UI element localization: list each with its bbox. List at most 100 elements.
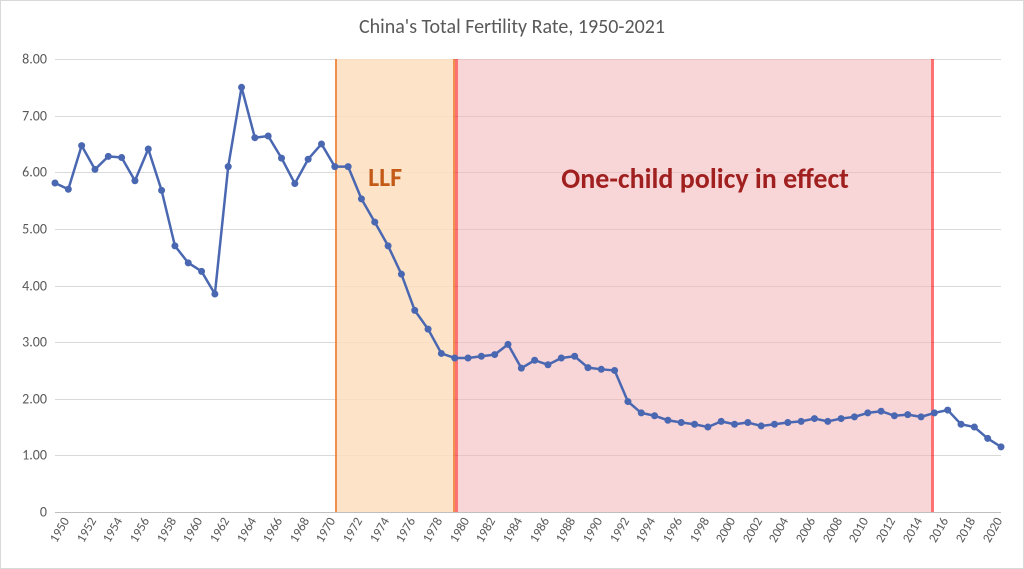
x-axis-tick-label: 1986 <box>521 512 552 545</box>
data-point <box>505 341 512 348</box>
data-point <box>971 424 978 431</box>
data-point <box>691 421 698 428</box>
data-point <box>704 424 711 431</box>
data-point <box>131 177 138 184</box>
y-axis-tick-label: 6.00 <box>22 164 55 181</box>
x-axis-tick-label: 2002 <box>735 512 766 545</box>
data-point <box>425 326 432 333</box>
x-axis-tick-label: 1980 <box>442 512 473 545</box>
y-axis-tick-label: 5.00 <box>22 220 55 237</box>
data-point <box>52 180 59 187</box>
data-point <box>598 366 605 373</box>
data-point <box>784 419 791 426</box>
data-point <box>225 163 232 170</box>
data-point <box>611 367 618 374</box>
data-point <box>651 412 658 419</box>
data-point <box>238 84 245 91</box>
gridline <box>55 512 1001 513</box>
x-axis-tick-label: 1964 <box>228 512 259 545</box>
x-axis-tick-label: 1966 <box>255 512 286 545</box>
data-point <box>571 353 578 360</box>
data-point <box>678 419 685 426</box>
x-axis-tick-label: 1954 <box>95 512 126 545</box>
data-point <box>251 134 258 141</box>
data-point <box>718 418 725 425</box>
data-point <box>584 364 591 371</box>
y-axis-tick-label: 2.00 <box>22 390 55 407</box>
data-point <box>278 155 285 162</box>
data-point <box>478 353 485 360</box>
x-axis-tick-label: 2006 <box>788 512 819 545</box>
data-point <box>838 415 845 422</box>
data-point <box>438 350 445 357</box>
data-point <box>198 268 205 275</box>
y-axis-tick-label: 4.00 <box>22 277 55 294</box>
y-axis-tick-label: 8.00 <box>22 51 55 68</box>
x-axis-tick-label: 1988 <box>548 512 579 545</box>
data-point <box>798 418 805 425</box>
data-point <box>878 408 885 415</box>
y-axis-tick-label: 3.00 <box>22 334 55 351</box>
x-axis-tick-label: 2004 <box>761 512 792 545</box>
data-point <box>731 421 738 428</box>
data-point <box>465 354 472 361</box>
x-axis-tick-label: 1996 <box>655 512 686 545</box>
x-axis-tick-label: 2018 <box>948 512 979 545</box>
data-point <box>811 415 818 422</box>
data-point <box>958 421 965 428</box>
data-point <box>744 419 751 426</box>
x-axis-tick-label: 1990 <box>575 512 606 545</box>
x-axis-tick-label: 1998 <box>681 512 712 545</box>
data-point <box>638 409 645 416</box>
data-point <box>411 307 418 314</box>
data-point <box>851 413 858 420</box>
data-point <box>331 163 338 170</box>
x-axis-tick-label: 1972 <box>335 512 366 545</box>
data-point <box>918 413 925 420</box>
data-point <box>105 153 112 160</box>
chart-title: China's Total Fertility Rate, 1950-2021 <box>1 15 1023 39</box>
x-axis-tick-label: 1974 <box>362 512 393 545</box>
data-point <box>358 195 365 202</box>
data-point <box>158 187 165 194</box>
x-axis-tick-label: 1960 <box>175 512 206 545</box>
data-point <box>824 418 831 425</box>
fertility-series <box>55 59 1001 512</box>
x-axis-tick-label: 1976 <box>388 512 419 545</box>
x-axis-tick-label: 2000 <box>708 512 739 545</box>
data-point <box>265 133 272 140</box>
data-point <box>118 154 125 161</box>
x-axis-tick-label: 1968 <box>282 512 313 545</box>
data-point <box>558 354 565 361</box>
x-axis-tick-label: 1952 <box>68 512 99 545</box>
x-axis-tick-label: 1984 <box>495 512 526 545</box>
data-point <box>318 140 325 147</box>
x-axis-tick-label: 2008 <box>815 512 846 545</box>
data-point <box>451 354 458 361</box>
data-point <box>398 271 405 278</box>
data-point <box>624 398 631 405</box>
x-axis-tick-label: 2012 <box>868 512 899 545</box>
data-point <box>385 242 392 249</box>
x-axis-tick-label: 2014 <box>895 512 926 545</box>
x-axis-tick-label: 1970 <box>308 512 339 545</box>
data-point <box>185 259 192 266</box>
data-point <box>65 186 72 193</box>
data-point <box>305 156 312 163</box>
data-point <box>211 290 218 297</box>
data-point <box>291 180 298 187</box>
data-point <box>371 219 378 226</box>
x-axis-tick-label: 1994 <box>628 512 659 545</box>
data-point <box>91 166 98 173</box>
data-point <box>145 146 152 153</box>
y-axis-tick-label: 7.00 <box>22 107 55 124</box>
data-point <box>984 435 991 442</box>
y-axis-tick-label: 1.00 <box>22 447 55 464</box>
data-point <box>171 242 178 249</box>
data-point <box>518 365 525 372</box>
x-axis-tick-label: 1982 <box>468 512 499 545</box>
data-point <box>931 409 938 416</box>
x-axis-tick-label: 1978 <box>415 512 446 545</box>
data-point <box>904 411 911 418</box>
data-point <box>345 163 352 170</box>
